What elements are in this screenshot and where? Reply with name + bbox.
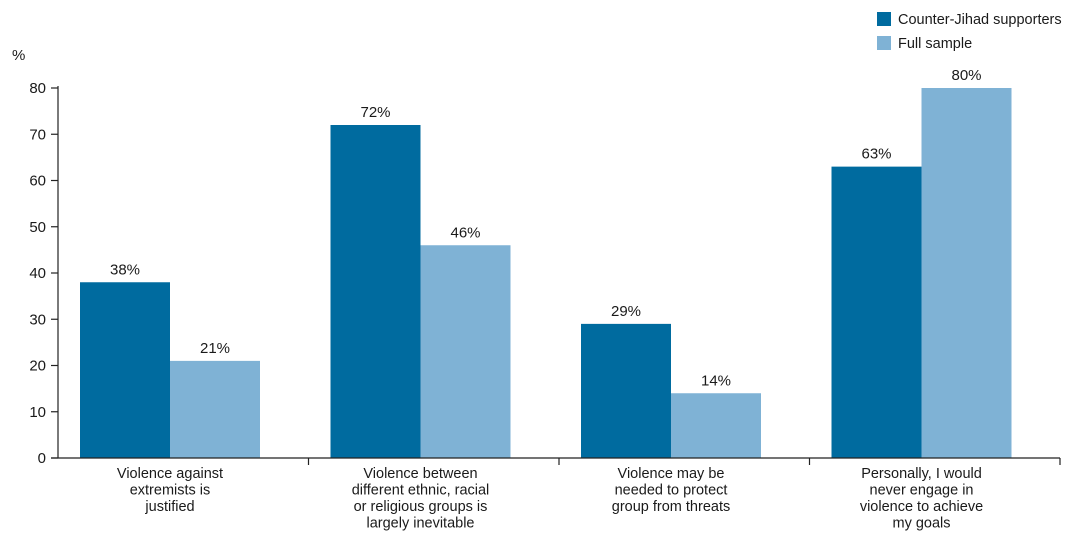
category-label-line: violence to achieve [860, 499, 983, 515]
bar-counter-jihad-1 [80, 282, 170, 458]
data-label: 21% [200, 340, 230, 357]
category-label-line: largely inevitable [366, 516, 474, 532]
category-label-line: Violence against [117, 466, 223, 482]
bar-counter-jihad-4 [831, 166, 922, 458]
y-tick-label: 40 [29, 265, 46, 282]
bar-full-sample-3 [671, 393, 761, 458]
legend-label-full-sample: Full sample [898, 36, 972, 52]
bars [80, 88, 1012, 458]
data-label: 29% [611, 303, 641, 320]
category-label-line: Personally, I would [861, 466, 982, 482]
data-label: 80% [951, 67, 981, 84]
category-label-line: justified [144, 499, 194, 515]
category-label-line: or religious groups is [354, 499, 488, 515]
y-tick-label: 60 [29, 173, 46, 190]
category-label-3: Violence may be needed to protect group fr… [612, 466, 730, 515]
y-tick-label: 20 [29, 358, 46, 375]
bar-full-sample-1 [170, 360, 260, 458]
y-axis: 0 10 20 30 40 50 60 70 80 [29, 80, 58, 467]
bar-counter-jihad-3 [581, 323, 671, 458]
data-labels: 38% 21% 72% 46% 29% 14% 63% 80% [110, 67, 982, 389]
x-axis-labels: Violence against extremists is justifiedVi… [117, 466, 983, 532]
y-tick-label: 0 [38, 450, 46, 467]
bar-counter-jihad-2 [330, 125, 421, 458]
legend-swatch-counter-jihad [877, 12, 891, 26]
category-label-line: group from threats [612, 499, 730, 515]
category-label-line: Violence between [363, 466, 477, 482]
y-tick-label: 30 [29, 311, 46, 328]
y-axis-unit-label: % [12, 47, 25, 64]
data-label: 72% [360, 104, 390, 121]
y-tick-label: 70 [29, 126, 46, 143]
y-tick-label: 10 [29, 404, 46, 421]
bar-full-sample-4 [921, 88, 1012, 458]
category-label-line: extremists is [130, 483, 211, 499]
axes [51, 86, 1061, 465]
category-label-line: different ethnic, racial [352, 483, 490, 499]
category-label-line: my goals [892, 516, 950, 532]
category-label-4: Personally, I would never engage in violen… [860, 466, 983, 532]
category-label-line: never engage in [870, 483, 974, 499]
data-label: 46% [450, 224, 480, 241]
legend-swatch-full-sample [877, 36, 891, 50]
category-label-line: needed to protect [615, 483, 728, 499]
category-label-1: Violence against extremists is justified [117, 466, 223, 515]
data-label: 14% [701, 372, 731, 389]
bar-full-sample-2 [420, 245, 511, 458]
y-tick-label: 50 [29, 219, 46, 236]
legend: Counter-Jihad supporters Full sample [877, 12, 1062, 52]
y-tick-label: 80 [29, 80, 46, 97]
category-label-line: Violence may be [618, 466, 725, 482]
category-label-2: Violence between different ethnic, racial… [352, 466, 490, 532]
legend-label-counter-jihad: Counter-Jihad supporters [898, 12, 1062, 28]
data-label: 63% [861, 146, 891, 163]
data-label: 38% [110, 261, 140, 278]
